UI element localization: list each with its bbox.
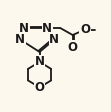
Text: O: O (68, 41, 78, 54)
Text: N: N (19, 22, 29, 35)
Text: N: N (42, 22, 52, 35)
Text: N: N (35, 55, 45, 68)
Text: N: N (15, 33, 25, 46)
Text: O: O (80, 23, 90, 36)
Text: N: N (49, 33, 59, 46)
Text: O: O (35, 81, 45, 94)
